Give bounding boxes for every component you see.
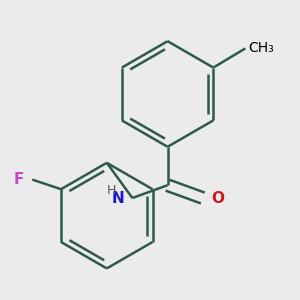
Text: H: H bbox=[107, 184, 116, 196]
Text: F: F bbox=[14, 172, 24, 187]
Text: N: N bbox=[112, 190, 124, 206]
Text: O: O bbox=[211, 190, 224, 206]
Text: CH₃: CH₃ bbox=[248, 41, 274, 56]
